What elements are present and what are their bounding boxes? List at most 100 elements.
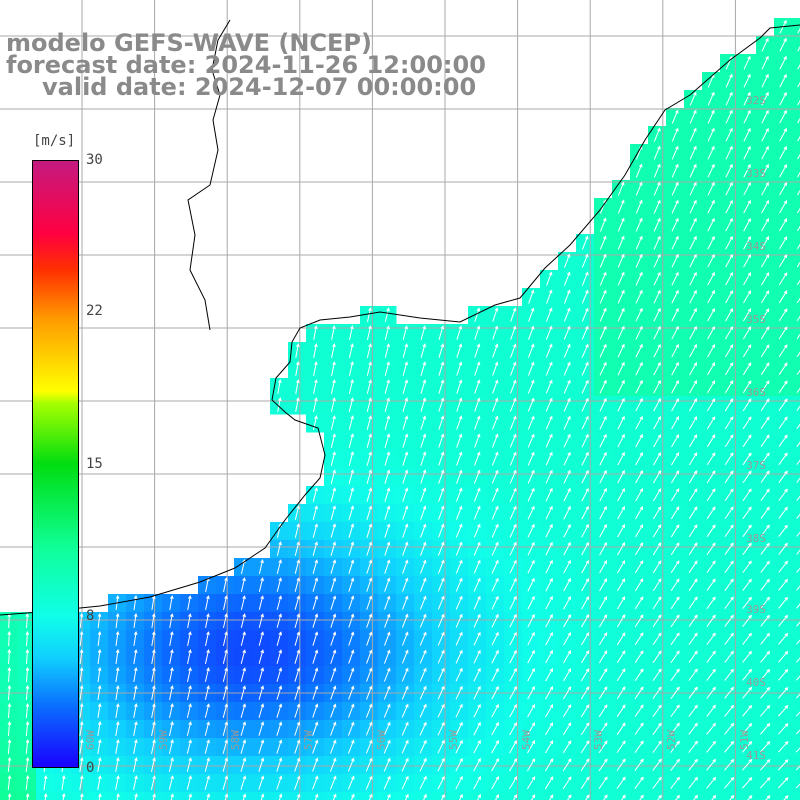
wind-arrow — [724, 524, 734, 538]
lon-label: 58W — [229, 730, 242, 750]
wind-arrow — [797, 189, 800, 196]
wind-arrow — [240, 595, 246, 610]
wind-arrow — [419, 649, 427, 664]
wind-arrow — [777, 777, 789, 789]
wind-arrow — [170, 793, 174, 800]
wind-arrow — [348, 469, 355, 484]
wind-arrow — [384, 505, 391, 520]
wind-arrow — [419, 667, 427, 682]
wind-arrow — [671, 145, 679, 160]
wind-arrow — [563, 289, 571, 304]
wind-arrow — [670, 740, 680, 753]
wind-arrow — [796, 405, 800, 411]
wind-arrow — [368, 793, 373, 800]
wind-arrow — [742, 758, 753, 771]
wind-arrow — [330, 631, 337, 646]
wind-arrow — [797, 135, 800, 142]
wind-arrow — [366, 631, 373, 646]
wind-arrow — [474, 415, 481, 430]
wind-arrow — [724, 416, 734, 430]
wind-arrow — [671, 271, 679, 286]
wind-arrow — [331, 343, 336, 358]
wind-arrow — [760, 722, 771, 735]
wind-arrow — [707, 344, 715, 358]
field-cell — [792, 342, 800, 361]
wind-arrow — [689, 307, 697, 322]
wind-arrow — [545, 595, 553, 610]
wind-arrow — [599, 433, 607, 448]
wind-arrow — [599, 523, 607, 538]
wind-arrow — [222, 703, 228, 718]
wind-arrow — [747, 795, 753, 800]
wind-arrow — [724, 650, 734, 663]
wind-arrow — [741, 776, 753, 789]
wind-arrow — [330, 577, 337, 592]
wind-arrow — [545, 325, 553, 340]
wind-arrow — [402, 559, 409, 574]
wind-arrow — [509, 469, 517, 484]
wind-arrow — [168, 757, 174, 772]
wind-arrow — [456, 487, 463, 502]
wind-arrow — [509, 703, 517, 718]
wind-arrow — [706, 776, 717, 789]
wind-arrow — [688, 488, 698, 502]
wind-arrow — [276, 703, 283, 718]
wind-arrow — [724, 776, 735, 789]
wind-arrow — [725, 127, 733, 142]
wind-arrow — [402, 451, 409, 466]
wind-arrow — [635, 253, 643, 268]
wind-arrow — [796, 423, 800, 429]
wind-arrow — [419, 739, 427, 754]
wind-arrow — [7, 648, 12, 665]
wind-arrow — [797, 27, 800, 34]
wind-arrow — [706, 488, 716, 502]
field-cell — [792, 738, 800, 757]
wind-arrow — [545, 343, 553, 358]
wind-arrow — [617, 307, 625, 322]
wind-arrow — [671, 343, 679, 358]
wind-arrow — [222, 775, 229, 790]
wind-arrow — [383, 649, 391, 664]
wind-arrow — [438, 325, 445, 340]
wind-arrow — [653, 470, 662, 484]
wind-arrow — [402, 541, 409, 556]
wind-arrow — [133, 649, 138, 664]
wind-arrow — [635, 181, 643, 196]
wind-arrow — [276, 577, 282, 592]
wind-arrow — [797, 81, 800, 88]
wind-arrow — [473, 487, 481, 502]
wind-arrow — [617, 505, 625, 520]
wind-arrow — [778, 614, 789, 627]
wind-arrow — [366, 325, 372, 340]
wind-arrow — [707, 289, 715, 304]
wind-arrow — [653, 397, 661, 412]
wind-arrow — [419, 595, 427, 610]
wind-arrow — [330, 721, 337, 736]
field-cell — [792, 72, 800, 91]
wind-arrow — [617, 415, 625, 430]
wind-arrow — [778, 290, 788, 304]
wind-arrow — [742, 506, 752, 520]
wind-arrow — [438, 343, 445, 358]
wind-arrow — [671, 181, 679, 196]
wind-arrow — [711, 794, 717, 800]
wind-arrow — [706, 578, 716, 592]
wind-arrow — [491, 505, 499, 520]
wind-arrow — [797, 63, 800, 70]
wind-arrow — [473, 775, 481, 790]
wind-arrow — [652, 596, 662, 610]
wind-arrow — [567, 794, 572, 800]
wind-arrow — [276, 649, 283, 664]
wind-arrow — [347, 739, 355, 754]
wind-arrow — [563, 343, 571, 358]
wind-arrow — [778, 398, 788, 412]
wind-arrow — [778, 650, 789, 663]
wind-arrow — [276, 685, 283, 700]
wind-arrow — [205, 631, 210, 646]
wind-arrow — [652, 524, 662, 538]
wind-arrow — [169, 685, 174, 700]
wind-arrow — [725, 109, 733, 124]
wind-arrow — [742, 722, 753, 735]
wind-arrow — [186, 721, 192, 736]
